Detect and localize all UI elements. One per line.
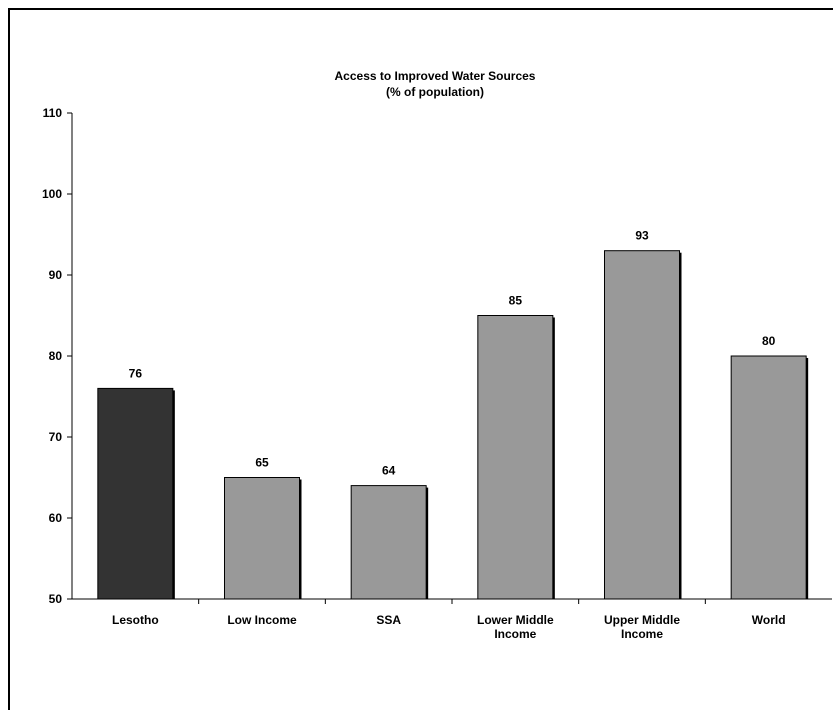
page-frame xyxy=(8,8,833,710)
y-tick-label: 80 xyxy=(49,349,63,363)
y-tick-label: 90 xyxy=(49,268,63,282)
x-tick-label: Income xyxy=(621,627,663,641)
y-tick-label: 50 xyxy=(49,592,63,606)
x-tick-label: SSA xyxy=(376,613,401,627)
data-label: 76 xyxy=(129,366,143,380)
data-label: 64 xyxy=(382,464,396,478)
y-tick-label: 110 xyxy=(43,106,63,120)
x-tick-label: World xyxy=(752,613,786,627)
bar xyxy=(224,477,300,600)
bar xyxy=(477,315,554,600)
chart-subtitle: (% of population) xyxy=(386,85,484,99)
x-tick-label: Low Income xyxy=(227,613,297,627)
bar xyxy=(97,387,174,600)
x-tick-label: Lesotho xyxy=(112,613,159,627)
x-tick-label: Lower Middle xyxy=(477,613,554,627)
x-tick-label: Income xyxy=(494,627,536,641)
x-tick-label: Upper Middle xyxy=(604,613,680,627)
bar xyxy=(730,355,807,600)
bars: 76 65 64 85 93 80 xyxy=(97,229,809,600)
y-tick-label: 60 xyxy=(49,511,63,525)
data-label: 80 xyxy=(762,334,776,348)
bar xyxy=(604,250,680,600)
bar xyxy=(350,485,427,600)
chart-title: Access to Improved Water Sources xyxy=(335,69,536,83)
y-tick-label: 70 xyxy=(49,430,63,444)
data-label: 93 xyxy=(635,229,649,243)
axes: 50 60 70 80 90 100 110 Lesotho Low Income SSA Lowe… xyxy=(42,106,832,641)
y-tick-label: 100 xyxy=(42,187,62,201)
data-label: 85 xyxy=(509,294,523,308)
data-label: 65 xyxy=(255,456,269,470)
